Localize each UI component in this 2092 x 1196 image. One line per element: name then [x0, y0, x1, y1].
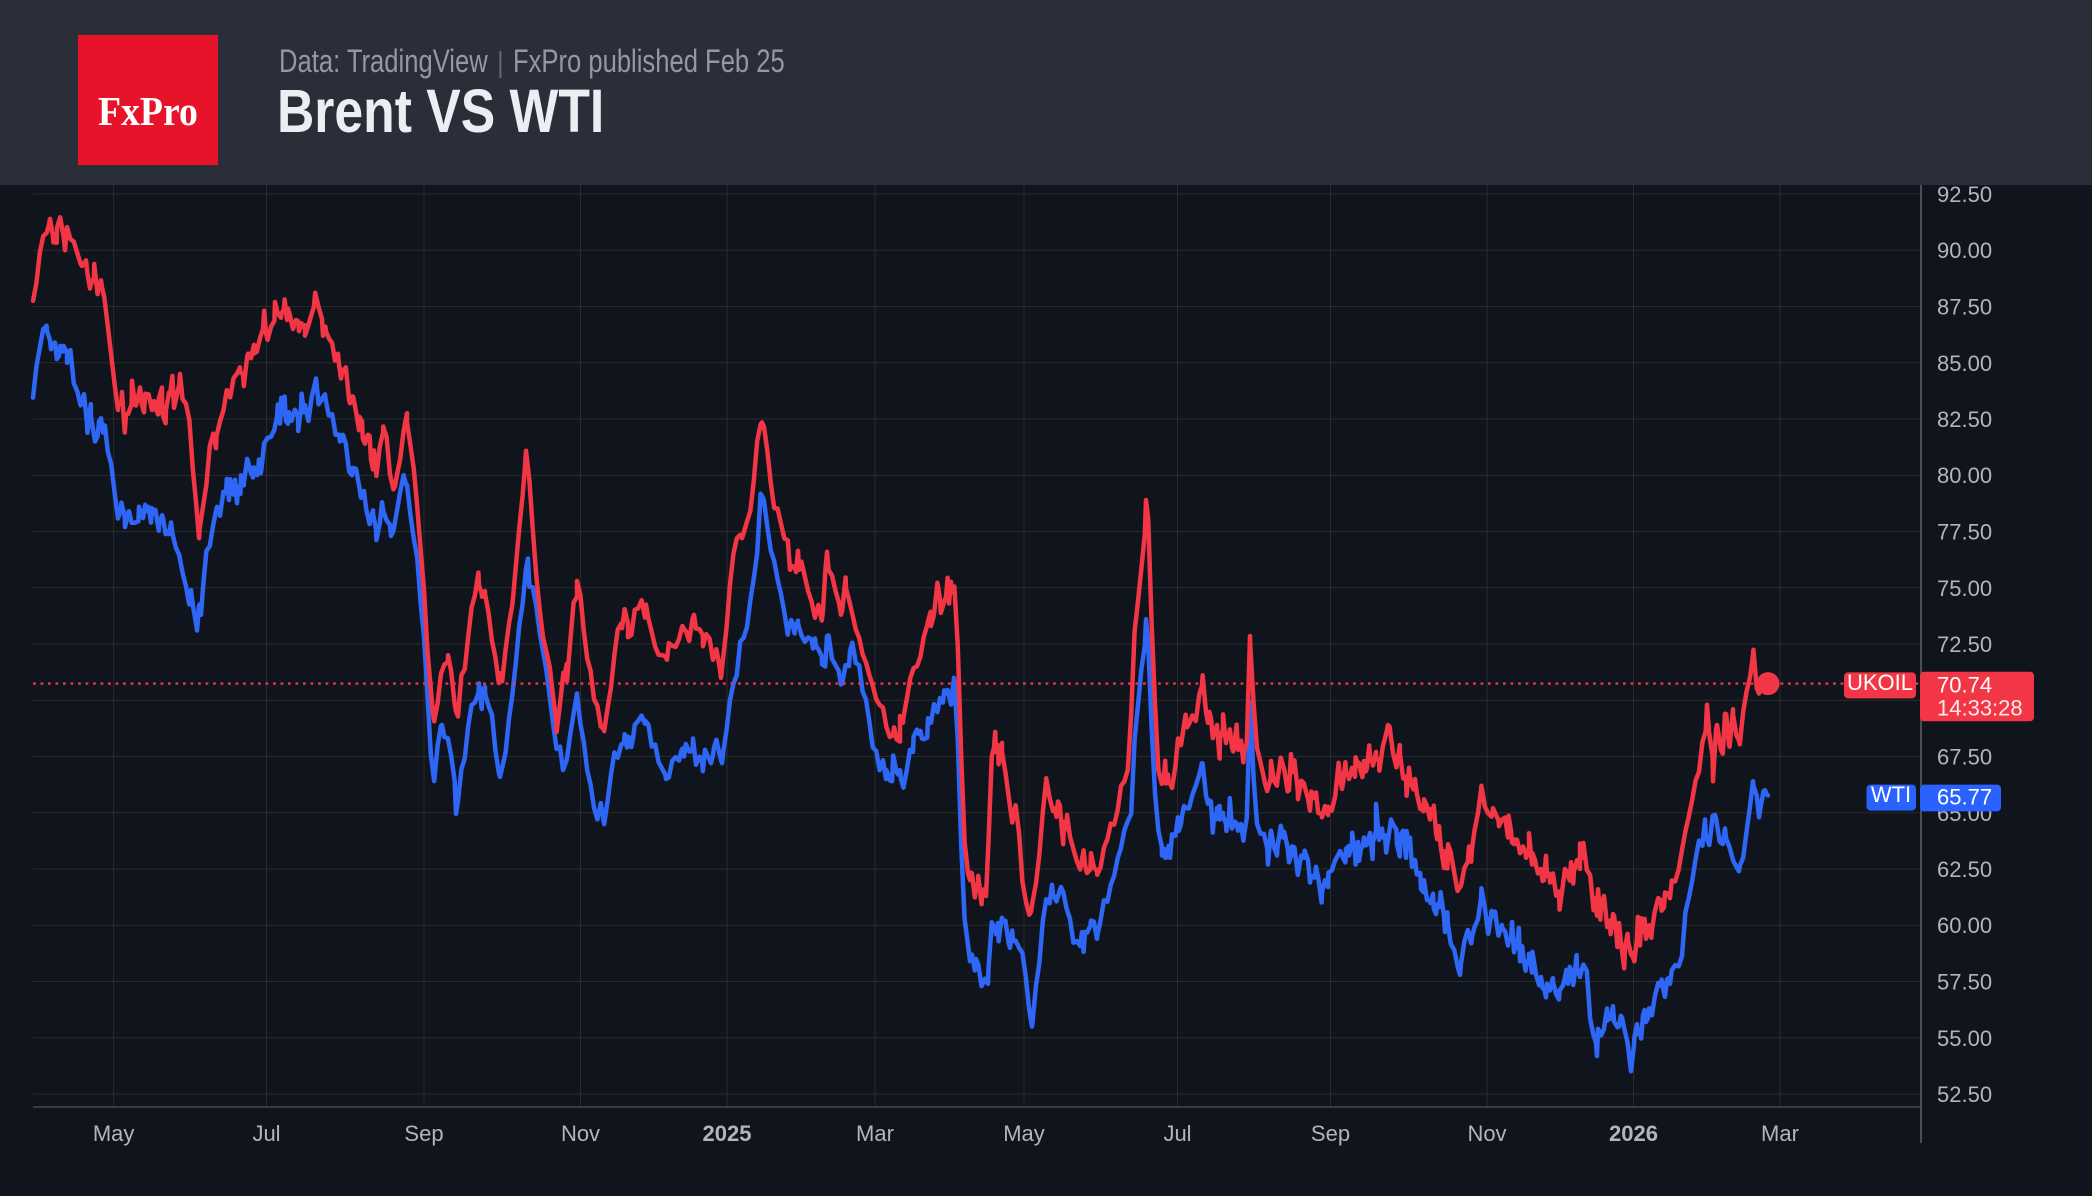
svg-text:Nov: Nov — [561, 1121, 600, 1146]
svg-text:WTI: WTI — [1871, 782, 1911, 807]
svg-text:52.50: 52.50 — [1937, 1082, 1992, 1107]
svg-text:70.74: 70.74 — [1937, 673, 1992, 698]
svg-text:60.00: 60.00 — [1937, 913, 1992, 938]
svg-text:65.77: 65.77 — [1937, 785, 1992, 810]
svg-text:Sep: Sep — [1311, 1121, 1350, 1146]
svg-text:Nov: Nov — [1467, 1121, 1506, 1146]
svg-text:55.00: 55.00 — [1937, 1026, 1992, 1051]
svg-text:92.50: 92.50 — [1937, 182, 1992, 207]
svg-text:May: May — [1003, 1121, 1045, 1146]
svg-text:Mar: Mar — [856, 1121, 894, 1146]
svg-text:14:33:28: 14:33:28 — [1937, 695, 2023, 720]
svg-text:87.50: 87.50 — [1937, 295, 1992, 320]
svg-text:May: May — [93, 1121, 135, 1146]
svg-text:67.50: 67.50 — [1937, 745, 1992, 770]
svg-text:2026: 2026 — [1609, 1121, 1658, 1146]
svg-text:80.00: 80.00 — [1937, 463, 1992, 488]
svg-text:85.00: 85.00 — [1937, 351, 1992, 376]
svg-text:Jul: Jul — [1163, 1121, 1191, 1146]
svg-text:Sep: Sep — [404, 1121, 443, 1146]
svg-text:Mar: Mar — [1761, 1121, 1799, 1146]
svg-text:90.00: 90.00 — [1937, 238, 1992, 263]
svg-text:82.50: 82.50 — [1937, 407, 1992, 432]
svg-text:57.50: 57.50 — [1937, 970, 1992, 995]
svg-text:75.00: 75.00 — [1937, 576, 1992, 601]
svg-text:UKOIL: UKOIL — [1847, 670, 1913, 695]
svg-text:72.50: 72.50 — [1937, 632, 1992, 657]
svg-text:62.50: 62.50 — [1937, 857, 1992, 882]
svg-text:Jul: Jul — [252, 1121, 280, 1146]
svg-text:77.50: 77.50 — [1937, 520, 1992, 545]
svg-text:2025: 2025 — [703, 1121, 752, 1146]
